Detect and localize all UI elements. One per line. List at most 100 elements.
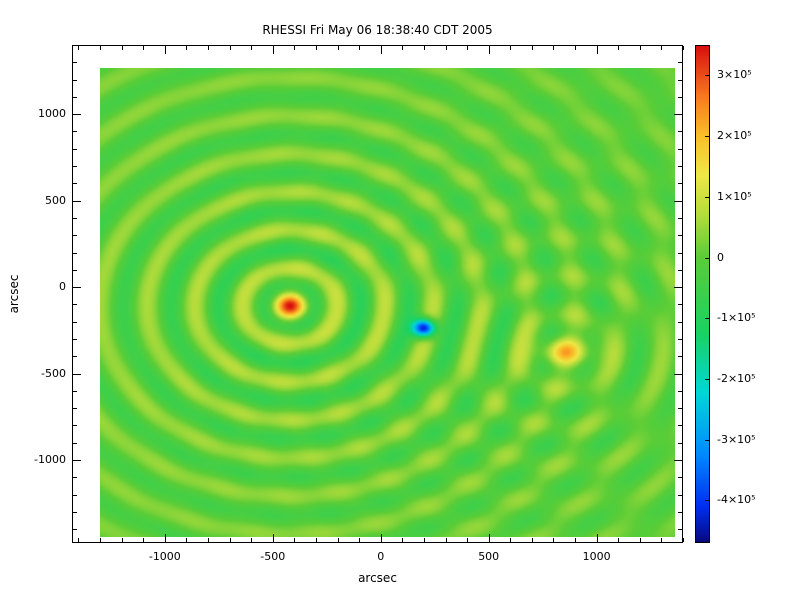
x-minor-tick [510, 46, 511, 50]
x-minor-tick [230, 46, 231, 50]
x-major-tick [273, 534, 274, 542]
y-tick-label: 0 [59, 280, 66, 294]
x-major-tick [165, 46, 166, 54]
y-major-tick [73, 287, 81, 288]
y-minor-tick [73, 391, 77, 392]
y-minor-tick [678, 253, 682, 254]
x-minor-tick [553, 538, 554, 542]
x-minor-tick [661, 46, 662, 50]
x-major-tick [381, 534, 382, 542]
y-minor-tick [678, 45, 682, 46]
y-minor-tick [73, 408, 77, 409]
y-minor-tick [678, 183, 682, 184]
y-minor-tick [73, 443, 77, 444]
x-minor-tick [186, 46, 187, 50]
y-minor-tick [73, 253, 77, 254]
x-minor-tick [316, 538, 317, 542]
y-minor-tick [73, 339, 77, 340]
y-major-tick [73, 114, 81, 115]
x-major-tick [489, 46, 490, 54]
x-minor-tick [575, 538, 576, 542]
x-tick-label: 0 [377, 550, 385, 563]
y-minor-tick [678, 235, 682, 236]
colorbar-tick-label: -1×10⁵ [717, 311, 756, 324]
y-minor-tick [73, 235, 77, 236]
colorbar [695, 45, 710, 543]
x-major-tick [489, 534, 490, 542]
x-minor-tick [122, 46, 123, 50]
y-tick-label: 500 [45, 193, 66, 207]
x-minor-tick [338, 46, 339, 50]
y-minor-tick [73, 322, 77, 323]
y-major-tick [73, 201, 81, 202]
x-minor-tick [143, 46, 144, 50]
x-minor-tick [251, 538, 252, 542]
y-minor-tick [678, 495, 682, 496]
y-minor-tick [678, 408, 682, 409]
y-tick-label: -500 [41, 366, 66, 380]
y-minor-tick [678, 356, 682, 357]
y-minor-tick [678, 131, 682, 132]
y-minor-tick [678, 391, 682, 392]
y-minor-tick [678, 97, 682, 98]
x-minor-tick [294, 538, 295, 542]
y-major-tick [73, 374, 81, 375]
x-tick-label: 500 [478, 550, 500, 563]
x-minor-tick [553, 46, 554, 50]
y-minor-tick [678, 270, 682, 271]
y-major-tick [73, 460, 81, 461]
colorbar-tick-label: 1×10⁵ [717, 190, 752, 203]
x-minor-tick [230, 538, 231, 542]
colorbar-tick [705, 318, 709, 319]
x-major-tick [165, 534, 166, 542]
x-major-tick [273, 46, 274, 54]
colorbar-tick-label: -4×10⁵ [717, 493, 756, 506]
plot-frame [72, 45, 683, 543]
y-major-tick [674, 201, 682, 202]
x-major-tick [597, 46, 598, 54]
y-minor-tick [678, 149, 682, 150]
y-minor-tick [73, 270, 77, 271]
x-minor-tick [618, 46, 619, 50]
y-minor-tick [73, 166, 77, 167]
x-tick-label: 1000 [582, 550, 611, 563]
x-tick-label: -1000 [148, 550, 181, 563]
y-minor-tick [73, 62, 77, 63]
x-minor-tick [424, 538, 425, 542]
y-major-tick [674, 287, 682, 288]
x-minor-tick [618, 538, 619, 542]
y-minor-tick [73, 512, 77, 513]
x-minor-tick [294, 46, 295, 50]
y-minor-tick [73, 495, 77, 496]
x-minor-tick [467, 538, 468, 542]
x-minor-tick [446, 46, 447, 50]
x-minor-tick [100, 46, 101, 50]
y-minor-tick [678, 443, 682, 444]
y-minor-tick [73, 477, 77, 478]
colorbar-tick-label: 2×10⁵ [717, 129, 752, 142]
y-minor-tick [678, 477, 682, 478]
x-minor-tick [640, 46, 641, 50]
x-minor-tick [683, 46, 684, 50]
x-minor-tick [359, 538, 360, 542]
y-minor-tick [678, 218, 682, 219]
y-minor-tick [678, 425, 682, 426]
y-tick-label: -1000 [34, 453, 66, 466]
x-minor-tick [208, 46, 209, 50]
x-minor-tick [640, 538, 641, 542]
x-tick-label: -500 [260, 550, 286, 563]
x-minor-tick [251, 46, 252, 50]
y-major-tick [674, 460, 682, 461]
colorbar-tick [705, 258, 709, 259]
colorbar-tick-label: 3×10⁵ [717, 68, 752, 81]
y-minor-tick [73, 304, 77, 305]
x-minor-tick [402, 46, 403, 50]
y-minor-tick [73, 131, 77, 132]
y-minor-tick [73, 45, 77, 46]
y-major-tick [674, 114, 682, 115]
x-minor-tick [143, 538, 144, 542]
x-minor-tick [683, 538, 684, 542]
y-minor-tick [73, 80, 77, 81]
y-minor-tick [678, 62, 682, 63]
x-minor-tick [186, 538, 187, 542]
